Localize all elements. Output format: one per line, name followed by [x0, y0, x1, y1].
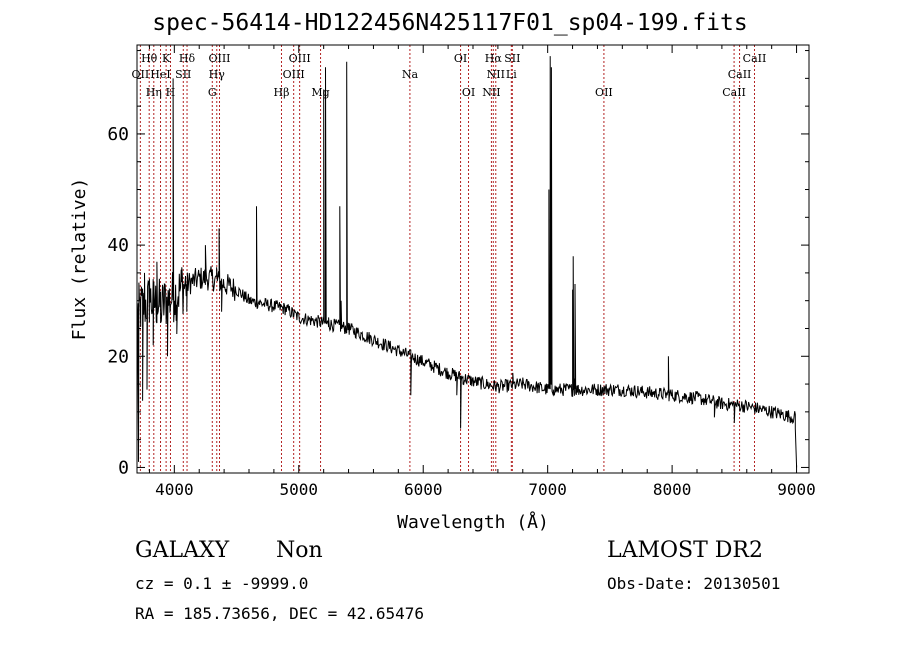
- x-tick-label: 8000: [653, 480, 692, 499]
- line-marker-label: Li: [506, 68, 517, 81]
- y-tick-label: 0: [118, 457, 129, 478]
- line-marker-label: SII: [504, 52, 520, 65]
- spectrum-line: [136, 56, 798, 468]
- object-subclass: Non: [276, 538, 323, 563]
- line-marker-label: Hδ: [179, 52, 196, 65]
- y-tick-label: 40: [107, 235, 129, 256]
- line-marker-label: Hβ: [274, 86, 290, 99]
- line-marker-label: Hα: [485, 52, 503, 65]
- plot-frame: [136, 44, 810, 474]
- y-axis-label: Flux (relative): [69, 178, 90, 341]
- x-tick-label: 4000: [155, 480, 194, 499]
- x-axis-label: Wavelength (Å): [397, 511, 549, 533]
- x-tick-label: 5000: [280, 480, 319, 499]
- line-marker-label: OIII: [283, 68, 305, 81]
- spectral-line-markers: [139, 45, 755, 473]
- x-tick-label: 6000: [404, 480, 443, 499]
- object-class: GALAXY: [135, 538, 230, 563]
- line-marker-label: NII: [487, 68, 505, 81]
- x-axis-ticks: 4000 5000 6000 7000 8000 9000: [148, 45, 816, 499]
- spectral-line-labels: Hθ OII Hη HeI K H Hδ SII OIII Hγ G Hβ OIII OIII Mg Na OI…: [132, 52, 767, 99]
- line-marker-label: Hγ: [209, 68, 226, 81]
- x-tick-label: 9000: [777, 480, 816, 499]
- redshift-text: cz = 0.1 ± -9999.0: [135, 574, 309, 593]
- chart-title: spec-56414-HD122456N425117F01_sp04-199.f…: [152, 10, 748, 36]
- line-marker-label: HeI: [150, 68, 170, 81]
- line-marker-label: CaII: [743, 52, 767, 65]
- line-marker-label: OIII: [289, 52, 311, 65]
- line-marker-label: Hθ: [141, 52, 158, 65]
- line-marker-label: NII: [482, 86, 500, 99]
- line-marker-label: OII: [595, 86, 613, 99]
- line-marker-label: H: [166, 86, 176, 99]
- y-tick-label: 20: [107, 346, 129, 367]
- y-tick-label: 60: [107, 124, 129, 145]
- line-marker-label: CaII: [728, 68, 752, 81]
- line-marker-label: OI: [454, 52, 467, 65]
- line-marker-label: Na: [402, 68, 419, 81]
- line-marker-label: OIII: [208, 52, 230, 65]
- line-marker-label: OI: [462, 86, 475, 99]
- line-marker-label: G: [208, 86, 217, 99]
- obs-date: Obs-Date: 20130501: [607, 574, 781, 593]
- line-marker-label: Hη: [146, 86, 162, 99]
- line-marker-label: OII: [132, 68, 150, 81]
- line-marker-label: K: [162, 52, 171, 65]
- line-marker-label: CaII: [722, 86, 746, 99]
- survey-name: LAMOST DR2: [607, 538, 763, 563]
- line-marker-label: SII: [175, 68, 191, 81]
- coordinates: RA = 185.73656, DEC = 42.65476: [135, 604, 424, 623]
- y-axis-ticks: 0 20 40 60: [107, 50, 809, 478]
- x-tick-label: 7000: [528, 480, 567, 499]
- line-marker-label: Mg: [311, 86, 329, 99]
